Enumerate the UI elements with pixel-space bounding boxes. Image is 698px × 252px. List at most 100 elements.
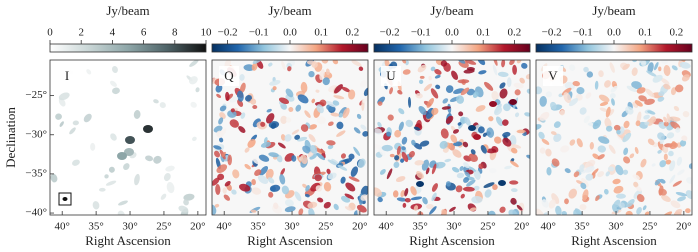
panel-label-box [381, 66, 401, 86]
noise-blob [229, 119, 239, 128]
x-tick-label: 30° [284, 221, 299, 233]
noise-blob [314, 174, 322, 182]
noise-blob [466, 179, 476, 187]
noise-blob [153, 99, 159, 104]
noise-blob [252, 105, 258, 110]
noise-blob [665, 159, 672, 165]
noise-blob [551, 193, 560, 204]
noise-blob [357, 158, 366, 168]
noise-blob [493, 106, 503, 116]
noise-blob [642, 205, 647, 211]
noise-blob [405, 119, 414, 128]
noise-blob [516, 60, 522, 64]
noise-blob [430, 66, 436, 72]
noise-blob [322, 71, 333, 79]
noise-blob [607, 166, 615, 172]
noise-blob [356, 113, 362, 120]
noise-blob [646, 70, 657, 77]
noise-blob [265, 113, 275, 124]
noise-blob [509, 135, 517, 146]
noise-blob [458, 111, 464, 117]
noise-blob [572, 81, 581, 87]
noise-blob [378, 146, 386, 156]
noise-blob [585, 120, 595, 128]
noise-blob [297, 94, 309, 104]
noise-blob [654, 178, 661, 186]
noise-blob [239, 74, 245, 81]
noise-blob [333, 203, 339, 211]
noise-blob [404, 187, 409, 197]
noise-blob [285, 117, 292, 123]
x-tick-label: 35° [88, 221, 103, 233]
noise-blob [626, 85, 637, 92]
noise-blob [512, 64, 517, 75]
noise-blob [348, 89, 356, 100]
noise-blob [604, 80, 611, 88]
noise-blob [647, 62, 654, 74]
noise-blob [408, 96, 412, 108]
noise-blob [435, 84, 441, 90]
colorbar-tick-label: 2 [78, 27, 84, 39]
noise-blob [348, 176, 360, 182]
noise-blob [551, 158, 560, 167]
noise-blob [605, 125, 613, 132]
noise-blob [159, 102, 166, 109]
noise-blob [323, 201, 331, 209]
noise-blob [581, 177, 589, 188]
noise-blob [252, 157, 262, 165]
noise-blob [362, 131, 368, 137]
noise-blob [631, 81, 642, 90]
noise-blob [227, 110, 237, 118]
colorbar-tick-label: 0.1 [638, 27, 652, 39]
noise-blob [250, 98, 257, 105]
noise-blob [336, 130, 346, 137]
noise-blob [344, 193, 355, 200]
noise-blob [247, 139, 256, 148]
noise-blob [526, 88, 530, 94]
noise-blob [491, 90, 499, 101]
noise-blob [568, 188, 578, 199]
noise-blob [192, 136, 197, 142]
noise-blob [668, 150, 674, 157]
noise-blob [377, 121, 382, 128]
noise-blob [278, 97, 290, 105]
noise-blob [224, 180, 231, 187]
noise-blob [618, 202, 625, 209]
image [212, 60, 368, 215]
noise-blob [86, 69, 92, 75]
noise-blob [284, 199, 294, 207]
noise-blob [504, 165, 512, 170]
noise-blob [449, 206, 456, 212]
noise-blob [444, 158, 452, 163]
noise-blob [434, 161, 446, 169]
noise-blob [636, 111, 642, 124]
noise-blob [251, 62, 258, 71]
noise-blob [281, 185, 290, 195]
noise-blob [501, 60, 506, 68]
noise-blob [58, 92, 70, 101]
noise-blob [450, 134, 458, 143]
noise-blob [50, 173, 58, 183]
x-axis-label: Right Ascension [247, 233, 333, 248]
noise-blob [300, 81, 308, 93]
noise-blob [327, 144, 334, 150]
noise-blob [345, 182, 356, 192]
colorbar [373, 43, 531, 53]
noise-blob [677, 196, 686, 202]
x-tick-label: 20° [352, 221, 367, 233]
noise-blob [483, 182, 495, 188]
colorbar [211, 43, 369, 53]
noise-blob [634, 146, 639, 154]
noise-blob [663, 121, 669, 127]
noise-blob [576, 180, 583, 185]
noise-blob [434, 74, 441, 79]
x-tick-label: 25° [156, 221, 171, 233]
noise-blob [553, 133, 562, 143]
noise-blob [478, 163, 484, 170]
noise-blob [277, 142, 286, 149]
noise-blob [225, 91, 230, 101]
noise-blob [163, 173, 171, 182]
noise-blob [263, 137, 268, 144]
panel-label-box [57, 66, 77, 86]
x-tick-label: 35° [250, 221, 265, 233]
